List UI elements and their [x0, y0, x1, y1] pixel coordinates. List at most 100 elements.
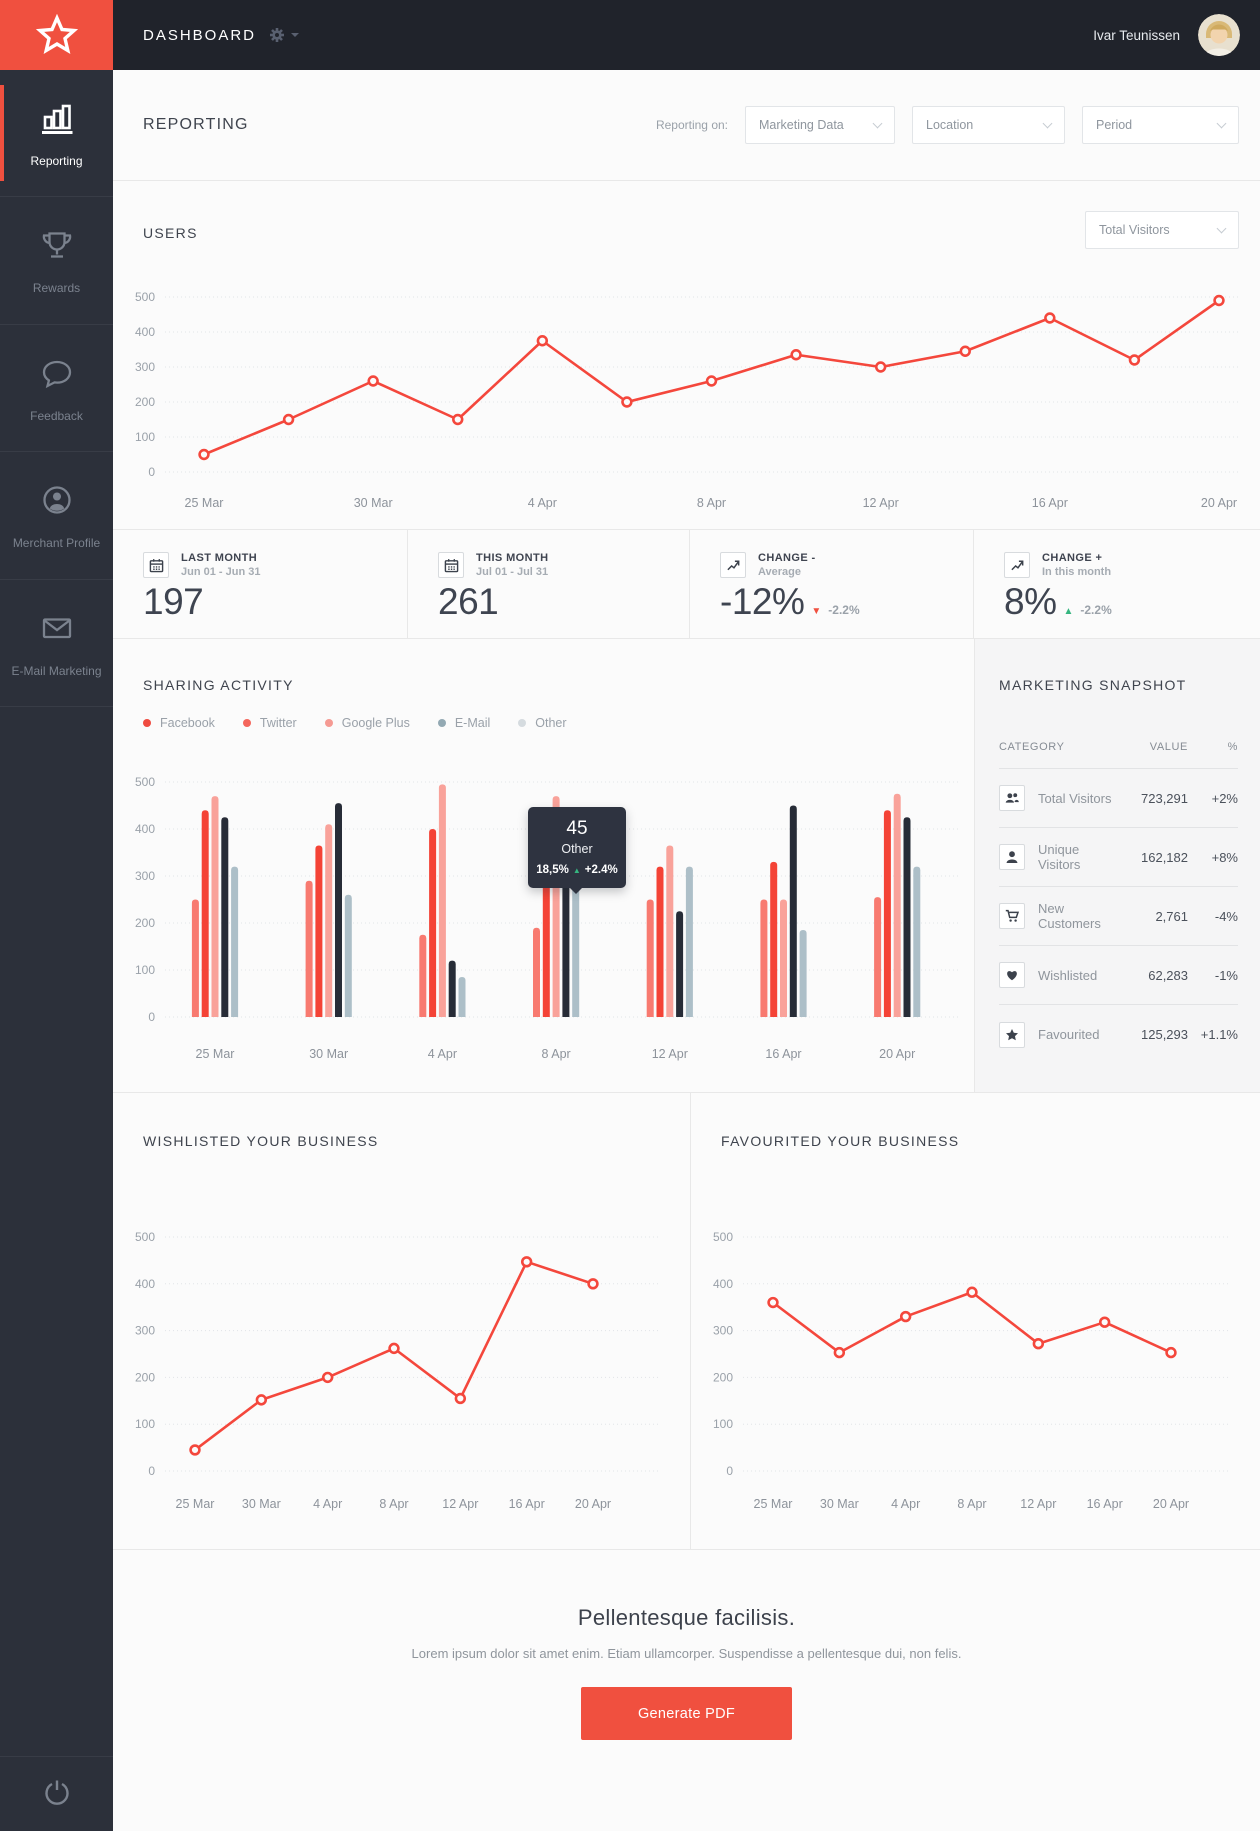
table-row: Unique Visitors 162,182 +8%	[999, 828, 1238, 887]
svg-text:25 Mar: 25 Mar	[185, 496, 224, 510]
stat-subtitle: Jul 01 - Jul 31	[476, 566, 549, 578]
bar-chart-icon	[37, 98, 77, 143]
legend-dot	[324, 719, 333, 727]
stat-title: CHANGE +	[1042, 552, 1103, 564]
svg-text:30 Mar: 30 Mar	[820, 1497, 859, 1511]
app-logo[interactable]	[0, 0, 113, 70]
generate-pdf-button[interactable]: Generate PDF	[581, 1687, 792, 1740]
logout-button[interactable]	[0, 1756, 113, 1831]
trend-arrow-icon: ▲	[572, 865, 581, 875]
svg-text:30 Mar: 30 Mar	[309, 1047, 348, 1061]
sidebar-item-label: Merchant Profile	[12, 536, 101, 551]
svg-text:16 Apr: 16 Apr	[1032, 496, 1068, 510]
sidebar: Reporting Rewards Feedback	[0, 70, 113, 1831]
gear-icon	[270, 28, 285, 42]
sidebar-item-label: Rewards	[32, 281, 81, 296]
power-icon	[44, 1780, 69, 1805]
sidebar-item-label: Reporting	[30, 154, 83, 168]
legend-item-facebook[interactable]: Facebook	[143, 716, 215, 730]
svg-text:100: 100	[135, 963, 155, 977]
legend-item-google-plus[interactable]: Google Plus	[324, 716, 410, 730]
tooltip-value: 45	[566, 818, 588, 839]
column-pct: %	[1227, 741, 1238, 753]
user-name: Ivar Teunissen	[1093, 27, 1180, 43]
svg-text:0: 0	[148, 1010, 155, 1024]
row-label: Total Visitors	[1038, 790, 1112, 806]
bottom-charts-row: WISHLISTED YOUR BUSINESS 0 100 200 300 400 50…	[113, 1093, 1260, 1550]
stat-card-last-month: LAST MONTH Jun 01 - Jun 31 197	[113, 530, 408, 638]
select-value: Total Visitors	[1099, 223, 1170, 237]
table-row: New Customers 2,761 -4%	[999, 887, 1238, 946]
row-pct: +1.1%	[1200, 1027, 1238, 1042]
chevron-down-icon	[1042, 118, 1053, 128]
row-pct: +8%	[1211, 849, 1238, 865]
sidebar-item-merchant-profile[interactable]: Merchant Profile	[0, 452, 113, 580]
legend-label: E-Mail	[454, 716, 491, 730]
legend-label: Twitter	[259, 716, 297, 730]
legend-label: Other	[535, 716, 567, 730]
users-section: USERS Total Visitors 0 100 200 300 400 500 25 …	[113, 181, 1260, 530]
svg-text:500: 500	[135, 290, 155, 304]
heart-icon	[999, 962, 1025, 988]
total-visitors-select[interactable]: Total Visitors	[1085, 211, 1239, 249]
svg-text:500: 500	[135, 1230, 155, 1244]
sharing-bar-chart: 0 100 200 300 400 500 25 Mar 30 Mar 4 Apr 8 Apr 12…	[135, 775, 958, 1061]
cta-heading: Pellentesque facilisis.	[577, 1605, 796, 1630]
sidebar-item-feedback[interactable]: Feedback	[0, 325, 113, 453]
tooltip-pct: 18,5%	[536, 864, 569, 876]
snapshot-title: MARKETING SNAPSHOT	[999, 677, 1187, 693]
location-select[interactable]: Location	[912, 106, 1065, 144]
stat-title: CHANGE -	[758, 552, 816, 564]
svg-text:500: 500	[713, 1230, 733, 1244]
trend-line-icon	[720, 552, 746, 578]
sidebar-item-label: E-Mail Marketing	[11, 663, 102, 678]
top-bar: DASHBOARD Ivar Teunissen	[0, 0, 1260, 70]
user-area: Ivar Teunissen	[1093, 14, 1260, 56]
legend-item-email[interactable]: E-Mail	[437, 716, 491, 730]
user-circle-icon	[37, 480, 77, 525]
sidebar-item-email-marketing[interactable]: E-Mail Marketing	[0, 580, 113, 707]
svg-text:4 Apr: 4 Apr	[891, 1497, 920, 1511]
tooltip-label: Other	[561, 842, 593, 856]
svg-text:8 Apr: 8 Apr	[379, 1497, 408, 1511]
sidebar-item-rewards[interactable]: Rewards	[0, 197, 113, 325]
stat-delta: -2.2%	[828, 603, 860, 617]
svg-text:300: 300	[135, 869, 155, 883]
sharing-title: SHARING ACTIVITY	[143, 677, 294, 693]
users-title: USERS	[143, 225, 198, 241]
row-value: 125,293	[1141, 1027, 1188, 1042]
svg-text:4 Apr: 4 Apr	[428, 1047, 457, 1061]
svg-text:400: 400	[135, 1277, 155, 1291]
row-value: 2,761	[1155, 908, 1188, 924]
svg-text:20 Apr: 20 Apr	[1153, 1497, 1189, 1511]
row-value: 62,283	[1148, 967, 1188, 983]
stat-subtitle: Jun 01 - Jun 31	[181, 566, 261, 578]
stat-subtitle: In this month	[1042, 566, 1112, 578]
star-icon	[999, 1021, 1025, 1048]
svg-text:20 Apr: 20 Apr	[1201, 496, 1237, 510]
settings-menu[interactable]	[269, 27, 300, 43]
reporting-on-select[interactable]: Marketing Data	[745, 106, 895, 144]
svg-text:12 Apr: 12 Apr	[442, 1497, 478, 1511]
row-label: Wishlisted	[1038, 967, 1098, 983]
stat-value: 197	[143, 581, 204, 622]
main-content: REPORTING Reporting on: Marketing Data L…	[113, 70, 1260, 1831]
wishlisted-title: WISHLISTED YOUR BUSINESS	[143, 1133, 379, 1149]
sidebar-item-reporting[interactable]: Reporting	[0, 70, 113, 198]
stats-row: LAST MONTH Jun 01 - Jun 31 197 THIS MONT…	[113, 530, 1260, 639]
legend-item-other[interactable]: Other	[518, 716, 567, 730]
report-header: REPORTING Reporting on: Marketing Data L…	[113, 70, 1260, 181]
legend-item-twitter[interactable]: Twitter	[242, 716, 297, 730]
table-row: Favourited 125,293 +1.1%	[999, 1005, 1238, 1064]
stat-value: -12%	[720, 581, 805, 622]
period-select[interactable]: Period	[1082, 106, 1239, 144]
select-value: Marketing Data	[759, 118, 844, 132]
svg-text:4 Apr: 4 Apr	[528, 496, 557, 510]
sharing-activity-panel: SHARING ACTIVITY Facebook Twitter Google…	[113, 639, 974, 1092]
svg-text:20 Apr: 20 Apr	[575, 1497, 611, 1511]
svg-text:100: 100	[135, 430, 155, 444]
stat-card-this-month: THIS MONTH Jul 01 - Jul 31 261	[408, 530, 690, 638]
svg-text:8 Apr: 8 Apr	[697, 496, 726, 510]
svg-text:4 Apr: 4 Apr	[313, 1497, 342, 1511]
avatar[interactable]	[1198, 14, 1240, 56]
